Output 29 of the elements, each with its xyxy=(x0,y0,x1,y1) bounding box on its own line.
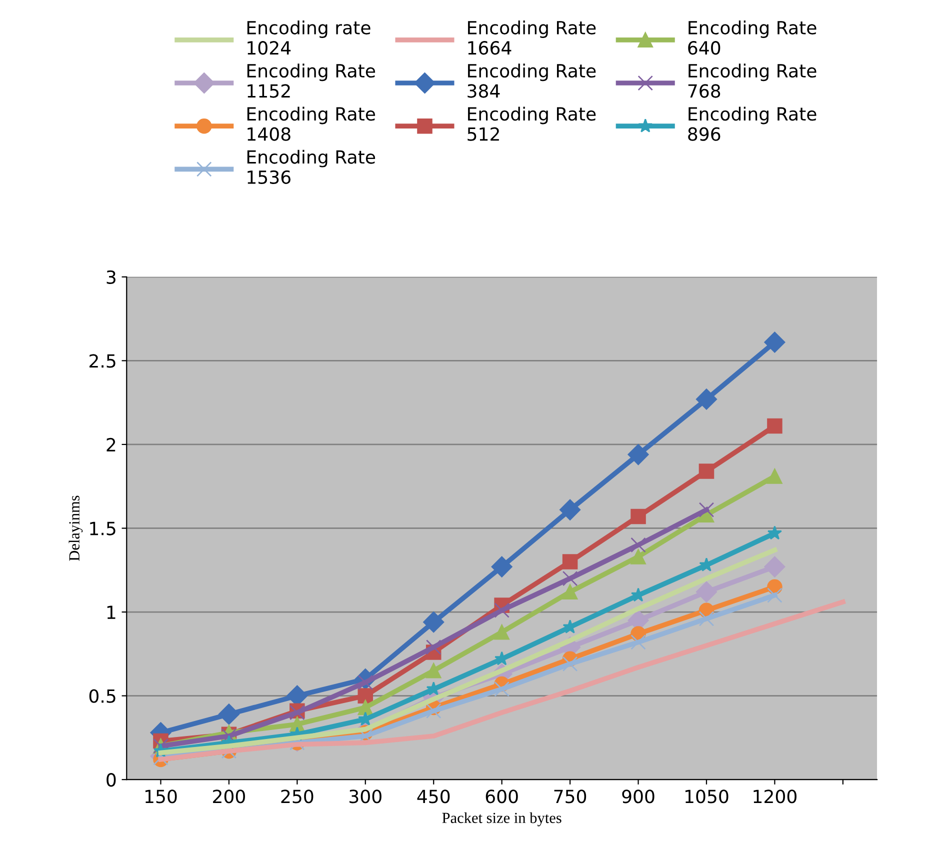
y-tick-label: 2 xyxy=(106,438,116,452)
legend-label: Encoding Rate 1152 xyxy=(247,64,376,98)
x-tick-label: 300 xyxy=(350,790,382,804)
x-tick-label: 250 xyxy=(281,790,314,804)
legend-label: Encoding Rate 768 xyxy=(688,64,816,98)
x-tick-label: 1200 xyxy=(754,790,796,804)
y-tick-label: 1 xyxy=(107,606,116,619)
x-tick-label: 150 xyxy=(145,790,177,804)
x-tick-label: 600 xyxy=(486,790,518,804)
legend-label: Encoding Rate 640 xyxy=(688,20,816,55)
x-tick-label: 750 xyxy=(554,790,586,804)
x-tick-label: 200 xyxy=(213,790,245,804)
legend-label: Encoding Rate 384 xyxy=(468,64,596,98)
y-tick-label: 3 xyxy=(106,270,116,284)
legend-label: Encoding Rate 1664 xyxy=(468,20,596,55)
legend-label: Encoding rate 1024 xyxy=(247,20,370,55)
legend-label: Encoding Rate 896 xyxy=(688,106,816,141)
y-axis-title: Delayinms xyxy=(68,496,83,561)
x-tick-label: 900 xyxy=(622,790,654,804)
y-tick-label: 0 xyxy=(106,773,116,787)
y-tick-label: 2.5 xyxy=(90,354,116,368)
legend-label: Encoding Rate 512 xyxy=(468,106,596,141)
x-tick-label: 450 xyxy=(417,790,450,804)
legend-label: Encoding Rate 1536 xyxy=(247,150,376,184)
y-tick-label: 0.5 xyxy=(89,689,116,703)
legend-label: Encoding Rate 1408 xyxy=(247,106,376,141)
y-tick-label: 1.5 xyxy=(90,522,116,536)
x-tick-label: 1050 xyxy=(685,790,728,804)
x-axis-title: Packet size in bytes xyxy=(442,812,562,826)
